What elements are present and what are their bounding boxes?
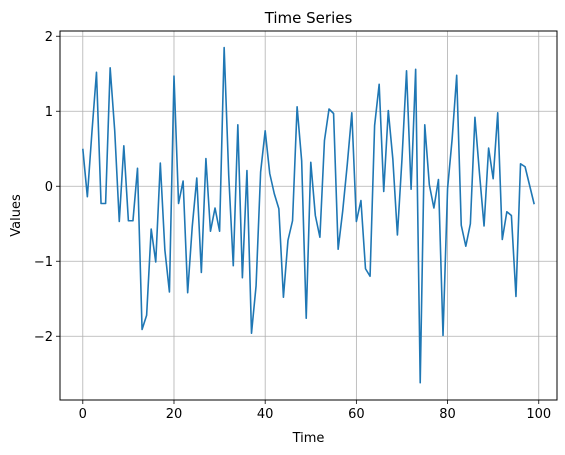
y-tick-label: −1 <box>34 255 53 270</box>
series-line <box>82 46 535 384</box>
y-tick-label: 1 <box>45 105 53 120</box>
x-tick-label: 60 <box>348 407 365 422</box>
tick-layer: 0 20 40 60 80 100 −2 −1 0 1 2 <box>34 30 551 422</box>
x-axis-label: Time <box>292 431 325 446</box>
plot-frame <box>59 30 558 401</box>
x-tick-label: 0 <box>79 407 87 422</box>
x-tick-label: 40 <box>257 407 274 422</box>
y-tick-label: 2 <box>45 30 53 45</box>
x-tick-label: 20 <box>166 407 183 422</box>
y-tick-label: −2 <box>34 330 53 345</box>
chart-title: Time Series <box>264 9 353 27</box>
series-layer <box>82 46 535 384</box>
y-tick-label: 0 <box>45 180 53 195</box>
x-tick-label: 100 <box>526 407 551 422</box>
x-tick-label: 80 <box>439 407 456 422</box>
y-axis-label: Values <box>9 194 24 237</box>
